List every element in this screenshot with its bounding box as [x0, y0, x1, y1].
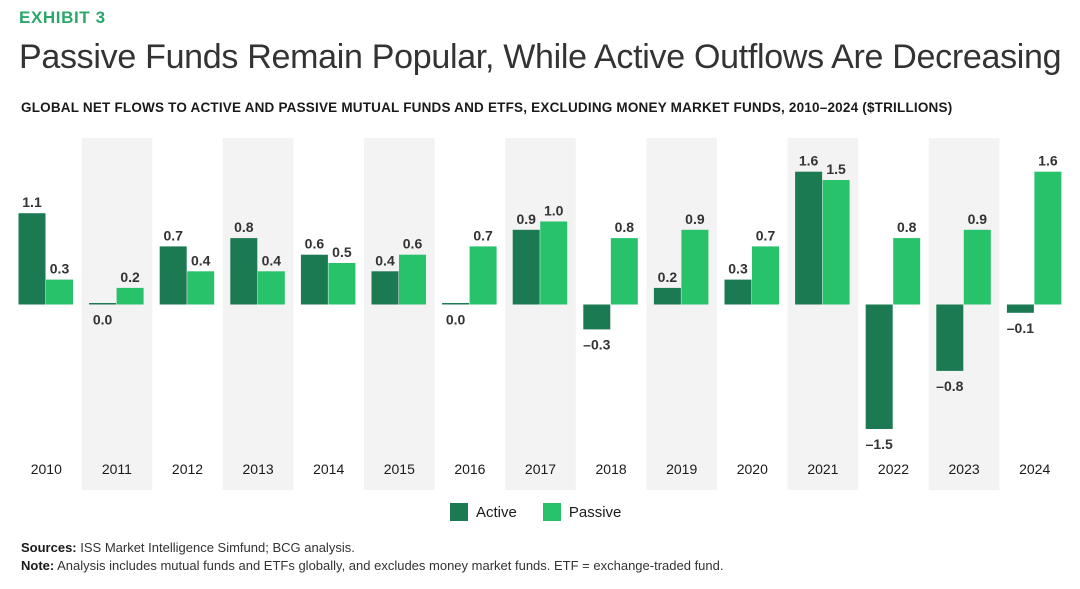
- legend-item-active: Active: [450, 503, 517, 521]
- bar-passive: [752, 246, 779, 305]
- bar-active: [371, 271, 399, 305]
- bar-active: [89, 303, 117, 305]
- legend-item-passive: Passive: [542, 503, 622, 521]
- note-label: Note:: [21, 558, 55, 573]
- sources-label: Sources:: [21, 540, 77, 555]
- data-label-active: 0.3: [728, 261, 748, 277]
- data-label-active: 0.9: [516, 211, 536, 227]
- bar-active: [230, 238, 258, 305]
- bar-chart: 1.1 0.3 2010 0.0 0.2 2011 0.7 0.4 2012 0.8 0.4 2013…: [18, 138, 1062, 490]
- bar-active: [795, 171, 823, 305]
- data-label-active: 1.1: [22, 194, 42, 210]
- data-label-passive: 0.5: [332, 244, 352, 260]
- data-label-passive: 0.8: [897, 219, 917, 235]
- data-label-passive: 0.9: [685, 211, 705, 227]
- x-tick-label: 2010: [31, 461, 62, 477]
- sources-text: ISS Market Intelligence Simfund; BCG ana…: [76, 540, 355, 555]
- bar-passive: [469, 246, 497, 305]
- bar-passive: [1034, 171, 1062, 305]
- data-label-active: 0.0: [446, 312, 466, 328]
- column-band: [646, 138, 717, 490]
- data-label-active: 1.6: [799, 153, 819, 169]
- data-label-passive: 0.6: [403, 236, 423, 252]
- x-tick-label: 2023: [949, 461, 980, 477]
- data-label-active: 0.7: [163, 227, 183, 243]
- data-label-passive: 0.7: [473, 227, 493, 243]
- bar-active: [300, 254, 328, 305]
- note-text: Analysis includes mutual funds and ETFs …: [54, 558, 724, 573]
- data-label-active: 0.4: [375, 252, 395, 268]
- data-label-passive: 0.8: [615, 219, 635, 235]
- data-label-active: 0.0: [93, 312, 113, 328]
- bar-active: [159, 246, 187, 305]
- x-tick-label: 2016: [454, 461, 485, 477]
- x-tick-label: 2015: [384, 461, 415, 477]
- bar-active: [1006, 304, 1034, 313]
- legend-label-active: Active: [476, 503, 517, 521]
- data-label-passive: 0.4: [262, 252, 282, 268]
- chart-legend: Active Passive: [450, 503, 647, 521]
- bar-active: [512, 229, 540, 305]
- bar-passive: [893, 238, 921, 305]
- data-label-passive: 1.5: [826, 161, 846, 177]
- legend-label-passive: Passive: [568, 503, 622, 521]
- bar-passive: [610, 238, 638, 305]
- x-tick-label: 2014: [313, 461, 344, 477]
- legend-swatch-active: [450, 503, 468, 521]
- bar-active: [653, 287, 681, 305]
- data-label-active: –1.5: [866, 436, 893, 452]
- bar-passive: [187, 271, 215, 305]
- x-tick-label: 2022: [878, 461, 909, 477]
- sources-line: Sources: ISS Market Intelligence Simfund…: [21, 540, 355, 555]
- x-tick-label: 2012: [172, 461, 203, 477]
- bar-passive: [963, 229, 991, 305]
- bar-passive: [46, 279, 73, 305]
- data-label-active: –0.3: [583, 336, 610, 352]
- data-label-active: 0.2: [658, 269, 678, 285]
- column-band: [364, 138, 435, 490]
- column-band: [222, 138, 294, 490]
- x-tick-label: 2024: [1019, 461, 1050, 477]
- bar-passive: [116, 287, 144, 305]
- bar-passive: [328, 263, 356, 305]
- x-tick-label: 2020: [737, 461, 768, 477]
- x-tick-label: 2017: [525, 461, 556, 477]
- x-tick-label: 2021: [807, 461, 838, 477]
- chart-title: Passive Funds Remain Popular, While Acti…: [19, 38, 1062, 76]
- data-label-passive: 0.2: [120, 269, 140, 285]
- data-label-passive: 1.0: [544, 203, 564, 219]
- data-label-active: 0.8: [234, 219, 254, 235]
- bar-active: [18, 213, 46, 305]
- data-label-passive: 0.4: [191, 252, 211, 268]
- exhibit-label: EXHIBIT 3: [19, 8, 106, 27]
- bar-passive: [257, 271, 285, 305]
- x-tick-label: 2013: [243, 461, 274, 477]
- bar-passive: [540, 221, 568, 305]
- legend-swatch-passive: [542, 503, 561, 521]
- bar-active: [724, 279, 752, 305]
- note-line: Note: Analysis includes mutual funds and…: [21, 558, 723, 573]
- data-label-active: –0.1: [1007, 320, 1034, 336]
- chart-subtitle: GLOBAL NET FLOWS TO ACTIVE AND PASSIVE M…: [21, 100, 953, 115]
- bar-passive: [822, 180, 850, 305]
- bar-active: [865, 304, 893, 429]
- data-label-passive: 0.9: [968, 211, 988, 227]
- x-tick-label: 2011: [102, 461, 132, 477]
- bar-passive: [399, 254, 426, 305]
- data-label-passive: 0.3: [50, 261, 70, 277]
- x-tick-label: 2018: [596, 461, 627, 477]
- bar-passive: [681, 229, 709, 305]
- column-band: [505, 138, 576, 490]
- data-label-passive: 0.7: [756, 227, 776, 243]
- bar-active: [936, 304, 964, 371]
- x-tick-label: 2019: [666, 461, 697, 477]
- data-label-passive: 1.6: [1038, 153, 1058, 169]
- bar-active: [583, 304, 611, 330]
- bar-active: [442, 303, 470, 305]
- data-label-active: –0.8: [936, 378, 963, 394]
- column-band: [81, 138, 153, 490]
- data-label-active: 0.6: [305, 236, 325, 252]
